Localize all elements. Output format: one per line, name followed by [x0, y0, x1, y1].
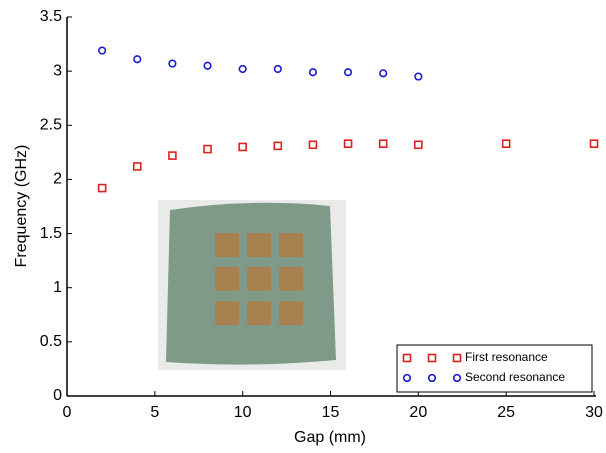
point — [98, 46, 107, 55]
point — [379, 69, 388, 78]
legend-marker — [402, 373, 412, 383]
point — [308, 140, 318, 150]
legend-box — [396, 344, 593, 393]
point — [238, 64, 247, 74]
point — [501, 139, 511, 148]
x-tick-label: 10 — [234, 404, 252, 421]
point — [273, 64, 282, 74]
point — [308, 68, 318, 77]
point — [343, 139, 353, 148]
y-tick-label: 1.5 — [40, 225, 62, 242]
point — [414, 140, 423, 150]
point — [414, 72, 423, 81]
x-tick-label: 15 — [322, 404, 340, 421]
point — [97, 183, 107, 193]
point — [203, 61, 212, 70]
point — [378, 139, 388, 148]
y-tick-label: 3.5 — [40, 8, 62, 25]
point — [203, 144, 212, 154]
point — [133, 55, 142, 64]
point — [168, 151, 177, 160]
legend-marker — [427, 353, 437, 363]
x-tick-label: 0 — [63, 404, 72, 421]
point — [589, 139, 599, 148]
x-tick-label: 5 — [150, 404, 159, 421]
y-axis-label: Frequency (GHz) — [13, 145, 30, 268]
y-tick-label: 3 — [53, 62, 62, 79]
patch-array — [215, 233, 303, 325]
inset-photo — [158, 200, 346, 370]
x-tick-label: 25 — [497, 404, 515, 421]
legend-label: Second resonance — [465, 370, 565, 384]
point — [343, 68, 353, 77]
legend-marker — [452, 373, 462, 383]
y-tick-label: 0 — [53, 387, 62, 404]
legend-marker — [452, 353, 462, 363]
x-tick-label: 20 — [409, 404, 427, 421]
point — [238, 142, 247, 152]
y-tick-label: 1 — [53, 279, 62, 296]
point — [168, 59, 177, 68]
legend-label: First resonance — [465, 350, 548, 364]
point — [273, 141, 283, 151]
legend-marker — [402, 353, 412, 363]
x-tick-label: 30 — [585, 404, 603, 421]
point — [132, 162, 142, 171]
x-axis-label: Gap (mm) — [294, 429, 366, 446]
y-tick-label: 0.5 — [40, 333, 62, 350]
y-tick-label: 2.5 — [40, 117, 62, 134]
legend-marker — [427, 373, 437, 383]
y-tick-label: 2 — [53, 171, 62, 188]
